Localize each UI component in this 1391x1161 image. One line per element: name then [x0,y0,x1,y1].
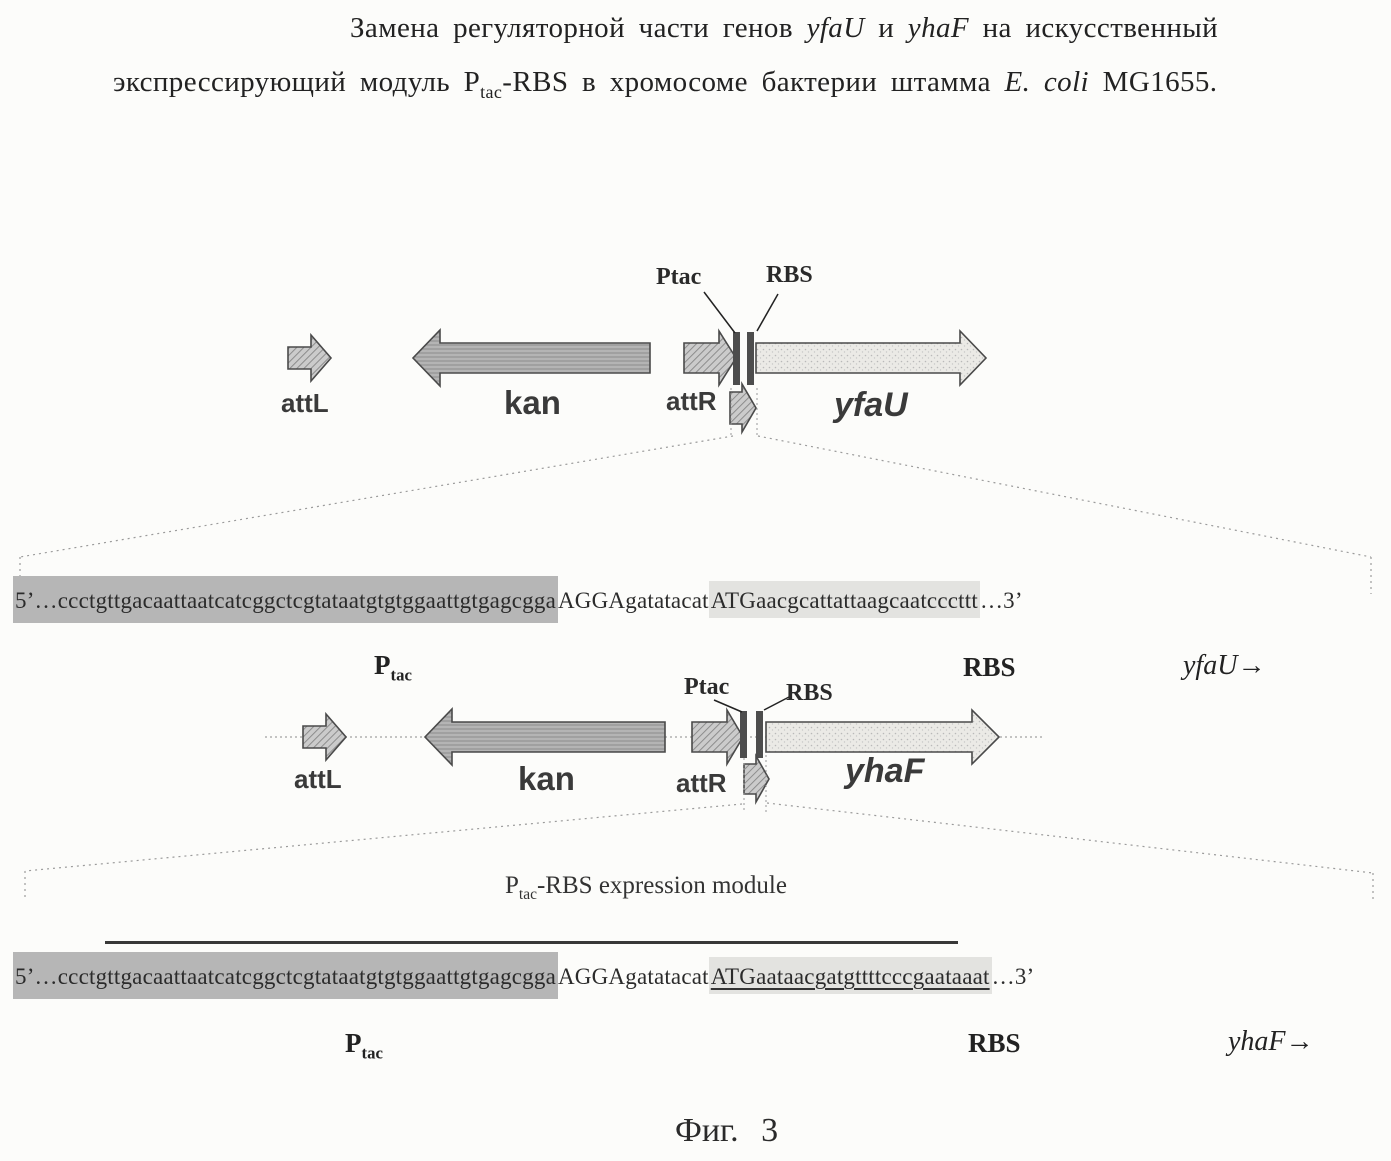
sequence-row-yhaF: 5’…ccctgttgacaattaatcatcggctcgtataatgtgt… [13,952,1035,999]
rbs-callout-line [763,696,790,711]
ptac-p: P [374,650,391,680]
title-text: -RBS в хромосоме бактерии штамма [502,66,1005,98]
sequence-spacer: AGGAgatatacat [558,964,709,989]
module-p-sub: tac [518,886,537,903]
ptac-sub: tac [390,665,412,685]
kan-arrow-icon [423,707,666,767]
module-text: -RBS expression module [536,872,787,899]
yfaU-arrow-icon [755,329,988,387]
expansion-lines-2 [24,802,1374,902]
title-text: на искусственный [968,12,1219,44]
title-text: Замена регуляторной части генов [350,12,807,44]
promoter-highlight: 5’…ccctgttgacaattaatcatcggctcgtataatgtgt… [13,952,558,999]
diagram2-rbs-callout-label: RBS [786,680,833,706]
ptac-sub: tac [361,1043,383,1063]
diagram1-attR-label: attR [666,386,717,416]
kan-arrow-icon [411,328,651,388]
diagram1-ptac-callout-label: Ptac [656,264,702,290]
diagram2-ptac-callout-label: Ptac [684,674,730,700]
diagram1-yfaU-label: yfaU [834,386,908,424]
right-arrow-icon: → [1285,1026,1314,1057]
sequence-row-yfaU: 5’…ccctgttgacaattaatcatcggctcgtataatgtgt… [13,576,1023,623]
right-arrow-icon: → [1237,650,1266,681]
rbs-callout-line [756,293,779,332]
diagram1-kan-label: kan [504,384,561,421]
title-text: и [864,12,908,44]
ptac-p: P [345,1028,362,1058]
figure-title-line2: экспрессирующий модуль Ptac-RBS в хромос… [113,66,1217,103]
ptac-callout-line [713,699,743,713]
attR-arrow-icon [691,707,744,767]
ptac-bar-icon [740,711,747,758]
diagram2-attL-label: attL [294,764,342,794]
diagram1-rbs-callout-label: RBS [766,262,813,288]
sequence2-rbs-label: RBS [968,1028,1021,1058]
sequence-suffix: …3’ [991,964,1035,989]
figure-title-line1: Замена регуляторной части генов yfaU и y… [350,12,1218,45]
attR-arrow-icon [683,328,737,388]
ptac-callout-line [703,291,736,334]
insertion-arrow-icon [729,381,757,435]
attL-arrow-icon [287,332,333,384]
title-gene-yhaF: yhaF [907,12,969,44]
module-extent-overline [105,941,958,944]
diagram2-yhaF-label: yhaF [845,752,925,790]
ptac-bar-icon [733,332,740,385]
title-text: MG1655. [1089,66,1218,98]
gene-name: yhaF [1228,1026,1286,1057]
gene-start-highlight-underlined: ATGaataacgatgttttcccgaataaat [708,957,992,994]
diagram1-yfaU-construct [287,291,988,436]
expression-module-label: Ptac-RBS expression module [505,872,787,904]
rbs-bar-icon [747,332,754,385]
module-p: P [505,872,519,899]
insertion-arrow-icon [743,752,770,806]
promoter-highlight: 5’…ccctgttgacaattaatcatcggctcgtataatgtgt… [13,576,558,623]
sequence1-rbs-label: RBS [963,652,1016,682]
rbs-bar-icon [756,711,763,758]
title-species: E. coli [1004,66,1090,98]
diagram2-attR-label: attR [676,768,727,798]
gene-name: yfaU [1183,650,1238,681]
title-text: экспрессирующий модуль P [113,66,481,98]
figure-caption: Фиг. 3 [675,1112,779,1149]
sequence1-ptac-label: Ptac [374,650,412,685]
sequence1-gene-label: yfaU→ [1183,650,1265,682]
title-gene-yfaU: yfaU [806,12,865,44]
diagram1-attL-label: attL [281,388,329,418]
sequence2-ptac-label: Ptac [345,1028,383,1063]
ptac-subscript: tac [480,81,503,102]
sequence-spacer: AGGAgatatacat [558,588,709,613]
yhaF-arrow-icon [765,708,1001,766]
sequence2-gene-label: yhaF→ [1228,1026,1314,1058]
diagram2-kan-label: kan [518,760,575,797]
expansion-lines-1 [19,435,1372,594]
diagram2-yhaF-construct [265,696,1045,812]
gene-start-highlight: ATGaacgcattattaagcaatcccttt [708,581,980,618]
attL-arrow-icon [302,711,348,763]
sequence-suffix: …3’ [979,588,1023,613]
